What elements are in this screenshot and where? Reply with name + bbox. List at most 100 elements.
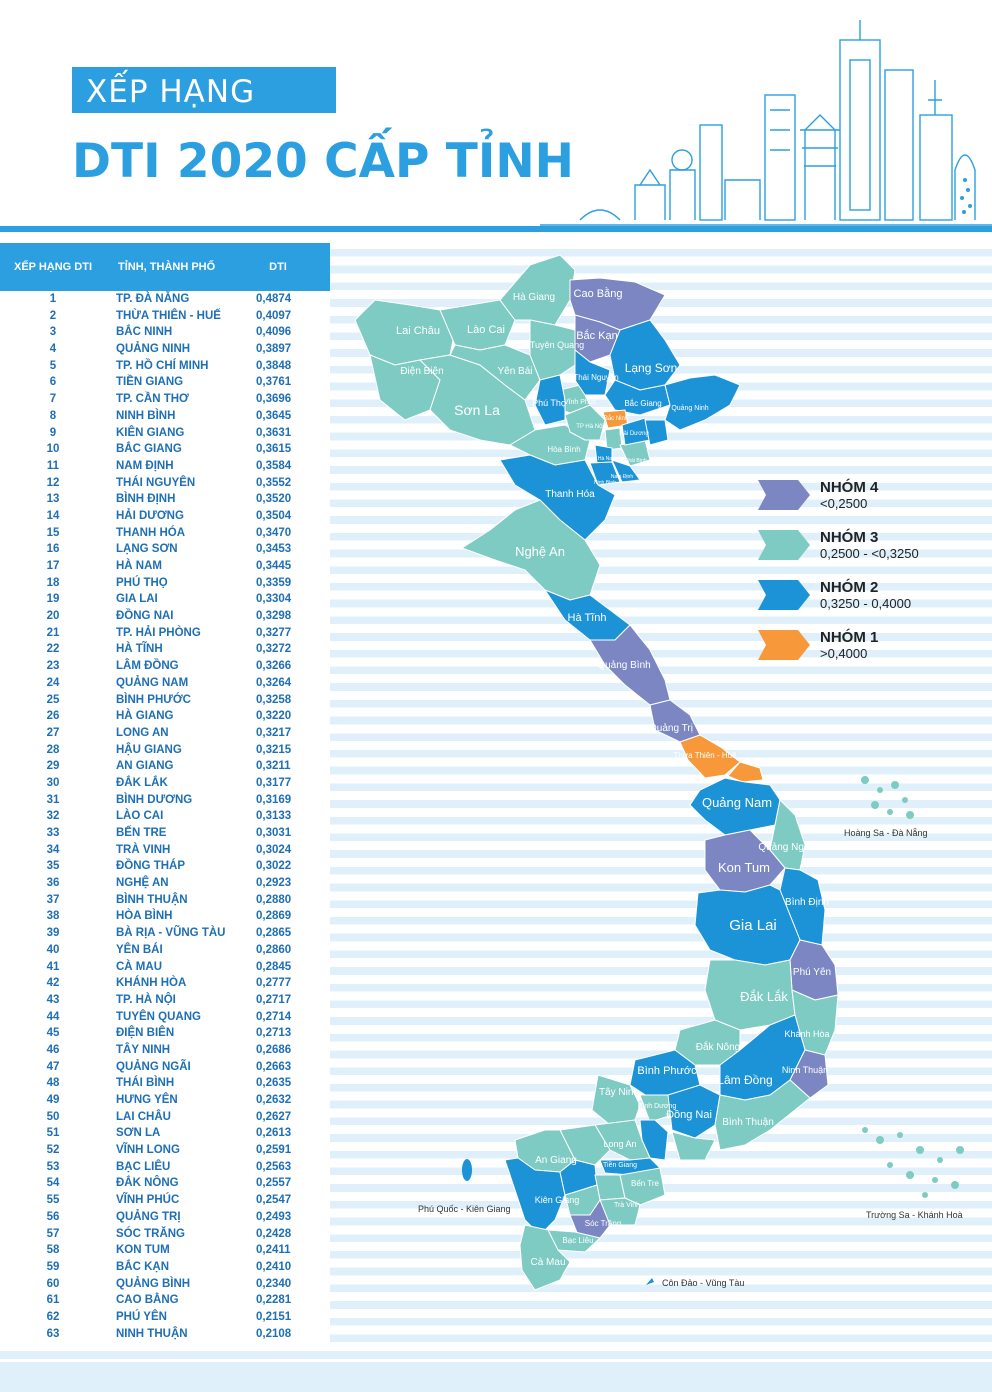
province-cell: BẾN TRE [116,827,167,839]
province-cell: QUẢNG BÌNH [116,1277,191,1290]
map-label-long-an: Long An [603,1139,636,1149]
province-cell: TRÀ VINH [116,843,171,856]
dti-cell: 0,2151 [256,1310,292,1323]
table-row: 55 VĨNH PHÚC 0,2547 [0,1192,330,1209]
dti-cell: 0,2865 [256,927,292,940]
dti-cell: 0,2281 [256,1294,292,1307]
map-label-ha-tinh: Hà Tĩnh [568,612,607,624]
map-label-hoa-binh: Hòa Bình [547,445,580,454]
rank-cell: 38 [46,910,60,923]
province-cell: VĨNH LONG [116,1144,180,1157]
rank-cell: 13 [46,493,60,506]
province-cell: HÀ TĨNH [116,643,163,656]
rank-cell: 53 [46,1160,60,1173]
rank-cell: 40 [46,943,60,956]
dti-cell: 0,3024 [256,843,292,856]
islands-hoang-sa [861,776,914,819]
map-label-thai-binh: Thái Bình [625,458,647,464]
province-cell: BÌNH ĐỊNH [116,493,176,506]
table-row: 60 QUẢNG BÌNH 0,2340 [0,1276,330,1293]
header-dti: DTI [269,260,287,273]
province-ninh-thuan [789,1049,829,1099]
province-cell: NAM ĐỊNH [116,459,174,472]
legend-item: NHÓM 4 <0,2500 [758,478,992,528]
table-row: 50 LAI CHÂU 0,2627 [0,1109,330,1126]
label-hoang-sa: Hoàng Sa - Đà Nẵng [844,828,928,838]
table-row: 42 KHÁNH HÒA 0,2777 [0,975,330,992]
table-row: 17 HÀ NAM 0,3445 [0,558,330,575]
map-label-tien-giang: Tiền Giang [603,1160,637,1169]
dti-cell: 0,3298 [256,610,292,623]
map-label-dak-nong: Đắk Nông [696,1040,740,1053]
rank-cell: 54 [46,1177,60,1190]
province-nam-dinh [611,459,641,483]
vietnam-map: Cao Bằng Hà Giang Lai Châu Lào Cai Tuyên Qua… [340,240,992,1360]
table-row: 4 QUẢNG NINH 0,3897 [0,341,330,358]
province-cell: TÂY NINH [116,1043,171,1056]
map-legend: NHÓM 4 <0,2500 NHÓM 3 0,2500 - <0,3250 NHÓM … [758,478,992,678]
map-label-ninh-thuan: Ninh Thuận [782,1065,828,1075]
province-quang-ninh [664,374,741,431]
dti-cell: 0,2627 [256,1110,292,1123]
table-row: 13 BÌNH ĐỊNH 0,3520 [0,491,330,508]
table-row: 47 QUẢNG NGÃI 0,2663 [0,1059,330,1076]
rank-cell: 22 [46,643,60,656]
province-phu-tho [534,374,566,426]
table-row: 26 HÀ GIANG 0,3220 [0,708,330,725]
rank-cell: 59 [46,1260,60,1273]
rank-cell: 48 [46,1077,60,1090]
dti-cell: 0,3133 [256,810,292,823]
table-row: 40 YÊN BÁI 0,2860 [0,942,330,959]
legend-name: NHÓM 3 [820,529,879,546]
map-label-yen-bai: Yên Bái [497,366,532,377]
province-yen-bai [449,344,541,401]
map-label-lang-son: Lạng Sơn [625,361,678,375]
province-hai-phong [644,419,669,446]
dti-cell: 0,3848 [256,359,292,372]
island-phu-quoc [462,1159,472,1181]
rank-cell: 23 [46,660,60,673]
rank-cell: 11 [46,459,60,472]
rank-cell: 34 [46,843,60,856]
rank-cell: 31 [46,793,60,806]
province-cell: BẮC GIANG [116,443,182,456]
subtitle-box: XẾP HẠNG [72,67,336,113]
legend-range: 0,3250 - 0,4000 [820,596,912,611]
province-cell: HẬU GIANG [116,743,182,756]
map-label-dien-bien: Điện Biên [400,366,443,377]
rank-cell: 57 [46,1227,60,1240]
dti-cell: 0,3584 [256,459,292,472]
table-row: 6 TIỀN GIANG 0,3761 [0,374,330,391]
dti-cell: 0,2411 [256,1244,291,1257]
dti-cell: 0,3631 [256,426,292,439]
dti-cell: 0,2880 [256,893,292,906]
legend-swatch-arrow [758,580,810,610]
dti-cell: 0,3761 [256,376,292,389]
table-row: 44 TUYÊN QUANG 0,2714 [0,1009,330,1026]
map-label-hue: Thừa Thiên - Huế [673,751,737,760]
province-ca-mau [519,1224,571,1291]
map-label-bac-giang: Bắc Giang [624,399,661,408]
table-row: 9 KIÊN GIANG 0,3631 [0,425,330,442]
rank-cell: 33 [46,827,60,839]
table-row: 14 HẢI DƯƠNG 0,3504 [0,508,330,525]
rank-cell: 21 [46,626,60,639]
province-cell: QUẢNG NINH [116,343,191,356]
map-label-quang-binh: Quảng Bình [597,660,650,671]
table-row: 45 ĐIỆN BIÊN 0,2713 [0,1025,330,1042]
table-row: 21 TP. HẢI PHÒNG 0,3277 [0,625,330,642]
dti-cell: 0,2923 [256,877,292,890]
province-cell: BÌNH DƯƠNG [116,793,193,806]
rank-cell: 43 [46,993,60,1006]
map-label-tay-ninh: Tây Ninh [599,1087,639,1098]
table-row: 7 TP. CẦN THƠ 0,3696 [0,391,330,408]
legend-swatch-arrow [758,630,810,660]
map-label-an-giang: An Giang [535,1155,577,1166]
legend-range: 0,2500 - <0,3250 [820,546,919,561]
map-label-ca-mau: Cà Mau [530,1257,565,1268]
table-row: 37 BÌNH THUẬN 0,2880 [0,892,330,909]
province-cell: BÌNH PHƯỚC [116,693,191,706]
province-cell: BÀ RỊA - VŨNG TÀU [116,927,226,940]
rank-cell: 3 [49,326,57,339]
province-ben-tre [619,1167,666,1206]
